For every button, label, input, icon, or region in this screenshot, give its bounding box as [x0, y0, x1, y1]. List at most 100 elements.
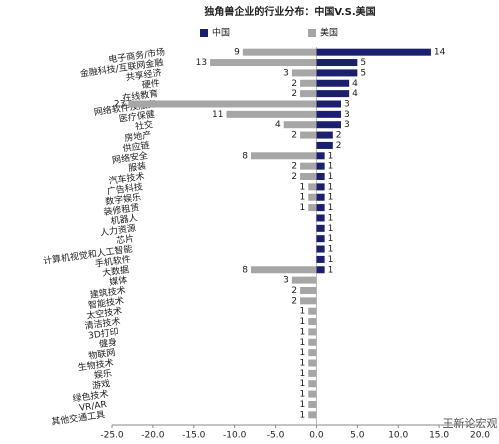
bar [242, 48, 317, 56]
bar [300, 286, 317, 294]
bar [316, 162, 325, 170]
data-label: 1 [300, 338, 306, 348]
data-label: 4 [352, 89, 358, 99]
category-label: 供应链 [122, 139, 150, 155]
bar [300, 297, 317, 305]
data-label: 1 [300, 400, 306, 410]
category-label: 机器人 [110, 212, 138, 228]
x-tick-label: 0.0 [309, 431, 324, 441]
bar [308, 380, 317, 388]
category-label: 社交 [134, 118, 154, 132]
data-label: 23 [114, 99, 125, 109]
bar [316, 121, 341, 129]
bar [316, 79, 350, 87]
data-label: 1 [300, 203, 306, 213]
data-label: 2 [291, 172, 297, 182]
data-label: 1 [328, 162, 334, 172]
bar [316, 100, 341, 108]
category-label: 房地产 [124, 129, 152, 145]
legend-swatch [308, 29, 316, 37]
bar [308, 369, 317, 377]
data-label: 1 [300, 348, 306, 358]
bar [226, 110, 317, 118]
bar [316, 141, 333, 149]
bar [300, 90, 317, 98]
data-label: 1 [300, 410, 306, 420]
x-tick-label: -20.0 [141, 431, 165, 441]
data-label: 2 [291, 296, 297, 306]
data-label: 1 [328, 193, 334, 203]
bar [251, 152, 317, 160]
bar [210, 59, 317, 67]
bar [308, 390, 317, 398]
data-label: 1 [300, 327, 306, 337]
category-label: 游戏 [91, 377, 111, 391]
bar [308, 349, 317, 357]
data-label: 2 [291, 131, 297, 141]
bar [300, 162, 317, 170]
data-label: 1 [300, 307, 306, 317]
bar [300, 79, 317, 87]
bar [316, 204, 325, 212]
legend-swatch [200, 29, 208, 37]
category-label: 媒体 [109, 274, 129, 288]
data-label: 1 [328, 255, 334, 265]
bar [283, 121, 317, 129]
data-label: 1 [328, 213, 334, 223]
x-tick-label: 10.0 [388, 431, 408, 441]
data-label: 3 [344, 120, 350, 130]
data-label: 1 [328, 182, 334, 192]
bar [308, 193, 317, 201]
data-label: 2 [291, 89, 297, 99]
chart-title: 独角兽企业的行业分布：中国V.S.美国 [204, 5, 375, 18]
data-label: 1 [328, 203, 334, 213]
data-label: 1 [300, 317, 306, 327]
category-label: 硬件 [141, 77, 161, 91]
data-label: 14 [434, 48, 446, 58]
x-tick-label: 5.0 [350, 431, 365, 441]
bar [316, 214, 325, 222]
bar [308, 307, 317, 315]
category-label: 大数据 [101, 263, 129, 279]
bar [128, 100, 317, 108]
data-label: 3 [344, 110, 350, 120]
bar [316, 245, 325, 253]
bar [291, 69, 317, 77]
bar [308, 328, 317, 336]
bar [316, 48, 431, 56]
data-label: 13 [196, 58, 207, 68]
data-label: 1 [300, 359, 306, 369]
data-label: 2 [336, 131, 342, 141]
bar [308, 204, 317, 212]
bar [316, 224, 325, 232]
x-tick-label: -15.0 [182, 431, 206, 441]
x-tick-label: 15.0 [429, 431, 449, 441]
data-label: 1 [328, 245, 334, 255]
bar [316, 193, 325, 201]
data-label: 9 [234, 48, 240, 58]
data-label: 1 [300, 390, 306, 400]
data-label: 1 [328, 151, 334, 161]
data-label: 1 [328, 224, 334, 234]
data-label: 4 [352, 79, 358, 89]
x-tick-label: -5.0 [267, 431, 285, 441]
bar [316, 110, 341, 118]
x-tick-label: -25.0 [100, 431, 124, 441]
bar [308, 183, 317, 191]
bar [308, 411, 317, 419]
data-label: 2 [336, 141, 342, 151]
bar [316, 235, 325, 243]
bar [308, 318, 317, 326]
bar [308, 400, 317, 408]
category-label: 物联网 [88, 346, 116, 362]
bar [251, 266, 317, 274]
data-label: 1 [300, 369, 306, 379]
bar [300, 131, 317, 139]
data-label: 5 [360, 68, 366, 78]
data-label: 1 [328, 234, 334, 244]
bar [300, 173, 317, 181]
bar [291, 276, 317, 284]
bar [316, 152, 325, 160]
